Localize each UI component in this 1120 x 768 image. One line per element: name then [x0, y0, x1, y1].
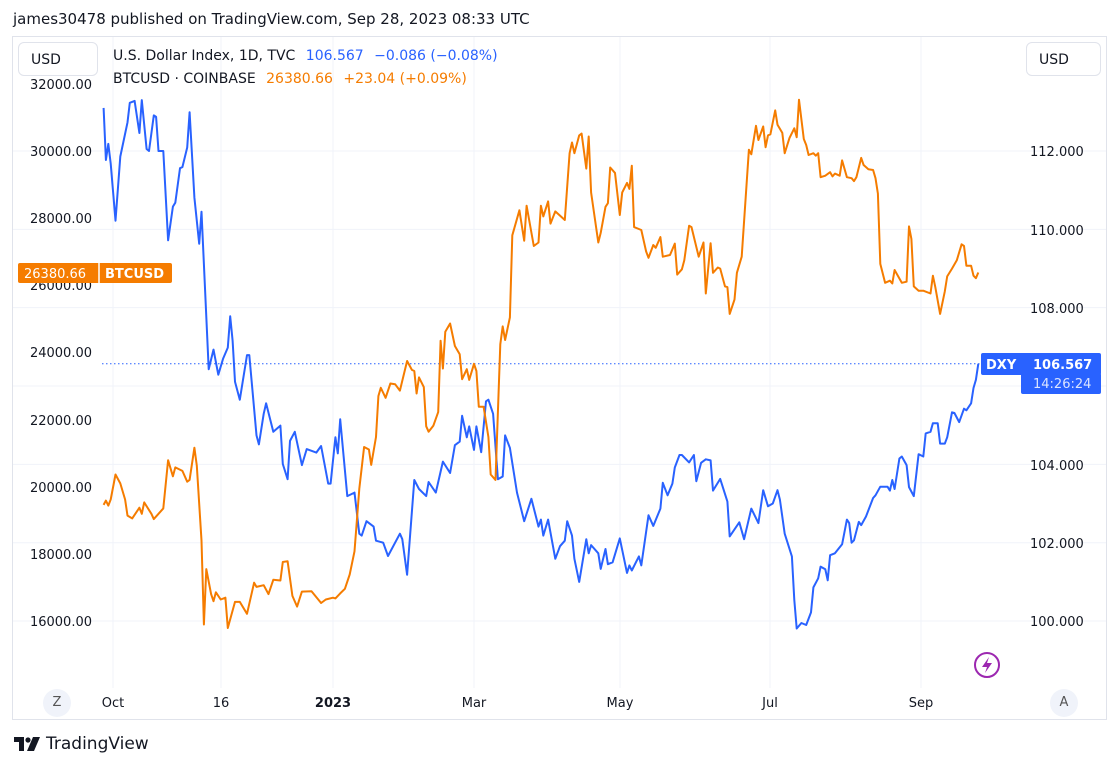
x-tick: Mar — [462, 696, 487, 711]
right-tick: 112.000 — [1030, 145, 1084, 160]
dxy-price-label-value: 106.567 — [1033, 358, 1092, 373]
x-tick: 2023 — [315, 696, 351, 711]
dxy-price-label-symbol: DXY — [986, 358, 1017, 373]
right-tick: 110.000 — [1030, 224, 1084, 239]
left-currency-button[interactable]: USD — [18, 42, 98, 76]
log-scale-toggle-z[interactable]: Z — [43, 689, 71, 717]
right-tick: 100.000 — [1030, 615, 1084, 630]
tradingview-logo-icon — [14, 737, 40, 751]
left-tick: 20000.00 — [30, 481, 92, 496]
grid — [13, 37, 1106, 688]
published-caption: james30478 published on TradingView.com,… — [13, 10, 530, 28]
footer-logo-text: TradingView — [46, 734, 149, 754]
left-tick: 16000.00 — [30, 615, 92, 630]
x-tick: May — [607, 696, 634, 711]
x-tick: Oct — [102, 696, 124, 711]
x-tick: Sep — [909, 696, 934, 711]
legend-dxy-change: −0.086 (−0.08%) — [374, 48, 498, 64]
legend-dxy[interactable]: U.S. Dollar Index, 1D, TVC 106.567 −0.08… — [113, 48, 504, 64]
left-axis: 32000.00 30000.00 28000.00 26000.00 2400… — [30, 78, 92, 630]
footer-logo[interactable]: TradingView — [14, 734, 149, 754]
left-tick: 18000.00 — [30, 548, 92, 563]
legend-btc[interactable]: BTCUSD · COINBASE 26380.66 +23.04 (+0.09… — [113, 71, 473, 87]
right-axis: 112.000 110.000 108.000 104.000 102.000 … — [1030, 145, 1084, 630]
x-tick: 16 — [213, 696, 230, 711]
x-tick: Jul — [761, 696, 778, 711]
auto-scale-toggle-a[interactable]: A — [1050, 689, 1078, 717]
lightning-icon[interactable] — [974, 652, 1000, 678]
legend-btc-name: BTCUSD · COINBASE — [113, 71, 256, 87]
right-currency-button[interactable]: USD — [1026, 42, 1101, 76]
left-tick: 30000.00 — [30, 145, 92, 160]
dxy-countdown: 14:26:24 — [1033, 377, 1091, 392]
legend-btc-value: 26380.66 — [266, 71, 333, 87]
chart-frame — [12, 36, 1107, 720]
legend-dxy-name: U.S. Dollar Index, 1D, TVC — [113, 48, 296, 64]
right-tick: 108.000 — [1030, 302, 1084, 317]
time-axis: Oct 16 2023 Mar May Jul Sep — [102, 696, 934, 711]
left-tick: 28000.00 — [30, 212, 92, 227]
btc-price-label: 26380.66 BTCUSD — [18, 263, 172, 283]
btc-price-label-value: 26380.66 — [24, 267, 86, 282]
legend-dxy-value: 106.567 — [305, 48, 364, 64]
right-tick: 104.000 — [1030, 459, 1084, 474]
left-tick: 24000.00 — [30, 346, 92, 361]
dxy-price-label: DXY 106.567 14:26:24 — [981, 353, 1101, 394]
btcusd-series-line[interactable] — [102, 98, 980, 629]
legend-btc-change: +23.04 (+0.09%) — [343, 71, 467, 87]
btc-price-label-symbol: BTCUSD — [105, 267, 164, 282]
left-tick: 22000.00 — [30, 414, 92, 429]
left-tick: 32000.00 — [30, 78, 92, 93]
right-tick: 102.000 — [1030, 537, 1084, 552]
series-layer — [102, 98, 980, 630]
dxy-series-line[interactable] — [102, 99, 980, 630]
